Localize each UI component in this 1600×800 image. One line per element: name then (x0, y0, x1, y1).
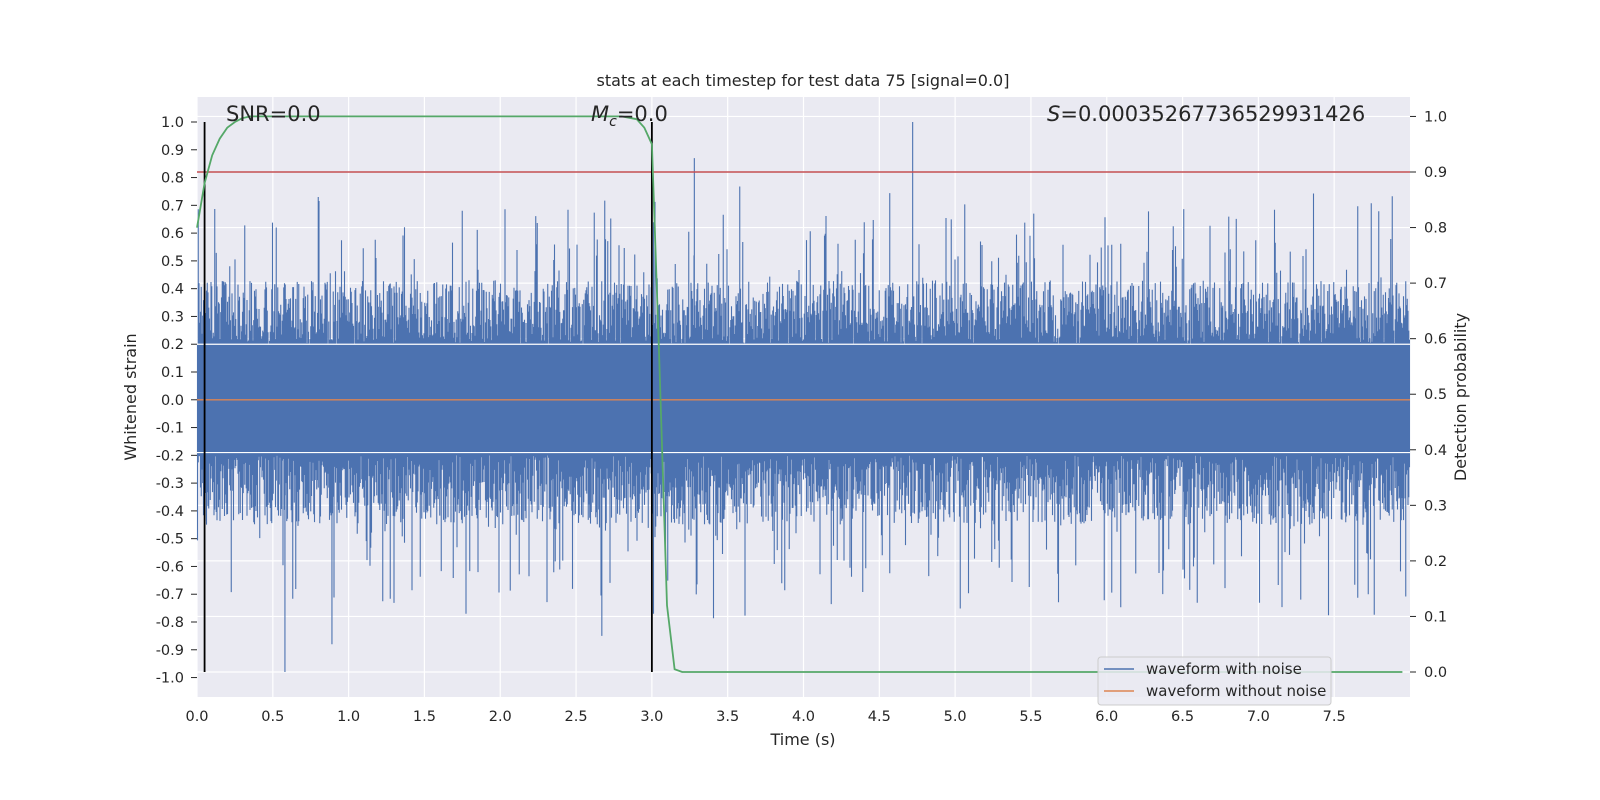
y-right-tick-label: 0.6 (1424, 332, 1447, 348)
mc-value: =0.0 (617, 102, 668, 126)
y-left-tick-label: -0.5 (156, 532, 184, 548)
y-left-tick-label: 0.7 (161, 198, 184, 214)
y-left-tick-label: 0.3 (161, 309, 184, 325)
legend: waveform with noise waveform without noi… (1097, 656, 1332, 706)
y-left-tick-label: 0.6 (161, 226, 184, 242)
x-tick-label: 3.0 (640, 709, 663, 725)
y-left-tick-label: -0.7 (156, 587, 184, 603)
snr-annotation: SNR=0.0 (226, 102, 321, 126)
mc-annotation: Mc=0.0 (591, 102, 668, 130)
x-tick-label: 0.5 (261, 709, 284, 725)
y-left-tick-label: 0.9 (161, 143, 184, 159)
s-symbol: S (1047, 102, 1060, 126)
y-left-ticks: 1.0 0.9 0.8 0.7 0.6 0.5 0.4 0.3 0.2 0.1 0.0 -0.1 -0.… (156, 115, 197, 687)
y-left-tick-label: 0.4 (161, 282, 184, 298)
y-right-ticks: 1.0 0.9 0.8 0.7 0.6 0.5 0.4 0.3 0.2 0.1 0.0 (1410, 109, 1447, 681)
noise-dense-band (197, 344, 1410, 453)
detection-probability-line (196, 115, 1403, 673)
y-left-tick-label: -0.1 (156, 421, 184, 437)
y-left-tick-label: 1.0 (161, 115, 184, 131)
y-left-tick-label: 0.2 (161, 337, 184, 353)
y-left-tick-label: -0.2 (156, 448, 184, 464)
x-tick-label: 4.0 (792, 709, 815, 725)
x-ticks: 0.0 0.5 1.0 1.5 2.0 2.5 3.0 3.5 4.0 4.5 5.0 5.5 6.0 6… (185, 709, 1345, 725)
x-tick-label: 7.0 (1247, 709, 1270, 725)
y-right-tick-label: 0.3 (1424, 498, 1447, 514)
y-right-tick-label: 0.1 (1424, 609, 1447, 625)
s-annotation: S=0.00035267736529931426 (1047, 102, 1365, 126)
waveform-with-noise-series (196, 122, 1411, 672)
x-tick-label: 1.0 (337, 709, 360, 725)
y-right-tick-label: 0.4 (1424, 443, 1447, 459)
y-left-tick-label: -0.6 (156, 559, 184, 575)
x-tick-label: 1.5 (413, 709, 436, 725)
y-left-tick-label: 0.8 (161, 171, 184, 187)
y-left-tick-label: 0.0 (161, 393, 184, 409)
y-left-tick-label: -0.9 (156, 643, 184, 659)
y-left-tick-label: -1.0 (156, 671, 184, 687)
legend-label-clean: waveform without noise (1146, 682, 1326, 700)
x-tick-label: 4.5 (868, 709, 891, 725)
s-value: =0.00035267736529931426 (1060, 102, 1365, 126)
x-tick-label: 5.0 (944, 709, 967, 725)
y-left-tick-label: -0.3 (156, 476, 184, 492)
x-axis-label: Time (s) (769, 730, 835, 749)
y-right-tick-label: 0.2 (1424, 554, 1447, 570)
mc-symbol: M (591, 102, 609, 126)
y-right-tick-label: 0.0 (1424, 665, 1447, 681)
y-left-tick-label: -0.4 (156, 504, 184, 520)
x-tick-label: 6.5 (1171, 709, 1194, 725)
x-tick-label: 2.0 (489, 709, 512, 725)
y-left-axis-label: Whitened strain (121, 333, 140, 460)
y-left-tick-label: 0.5 (161, 254, 184, 270)
mc-subscript: c (609, 114, 617, 130)
x-tick-label: 0.0 (185, 709, 208, 725)
x-tick-label: 2.5 (565, 709, 588, 725)
x-tick-label: 7.5 (1323, 709, 1346, 725)
y-right-tick-label: 0.5 (1424, 387, 1447, 403)
overlays (196, 115, 1410, 673)
legend-box (1097, 656, 1332, 706)
y-right-tick-label: 1.0 (1424, 109, 1447, 125)
legend-label-noise: waveform with noise (1146, 660, 1302, 678)
y-right-tick-label: 0.8 (1424, 221, 1447, 237)
x-tick-label: 3.5 (716, 709, 739, 725)
x-tick-label: 5.5 (1019, 709, 1042, 725)
y-left-tick-label: 0.1 (161, 365, 184, 381)
x-tick-label: 6.0 (1095, 709, 1118, 725)
y-right-tick-label: 0.7 (1424, 276, 1447, 292)
y-left-tick-label: -0.8 (156, 615, 184, 631)
chart-title: stats at each timestep for test data 75 … (597, 71, 1010, 90)
y-right-axis-label: Detection probability (1451, 313, 1470, 481)
y-right-tick-label: 0.9 (1424, 165, 1447, 181)
